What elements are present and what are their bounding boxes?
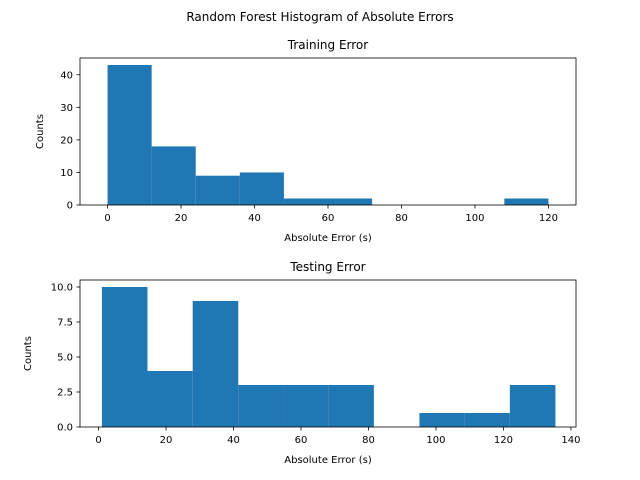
testing-x-tick-label: 100: [426, 435, 445, 446]
testing-x-tick-label: 20: [160, 435, 173, 446]
testing-histogram-bar-4: [283, 385, 329, 427]
testing-histogram-bar-5: [328, 385, 374, 427]
testing-histogram-bar-9: [509, 385, 556, 427]
training-subplot-title: Training Error: [287, 38, 368, 52]
training-x-tick-label: 60: [322, 213, 335, 224]
training-histogram-bar-4: [283, 198, 328, 205]
training-y-tick-label: 40: [60, 70, 73, 81]
testing-histogram-bar-2: [192, 301, 239, 427]
testing-histogram-bar-8: [464, 413, 510, 427]
training-histogram-bar-5: [328, 198, 373, 205]
testing-axes-frame: [79, 279, 577, 428]
testing-histogram-bar-3: [238, 385, 284, 427]
testing-y-tick-label: 10.0: [51, 283, 73, 294]
training-histogram-bar-0: [107, 65, 152, 205]
training-x-tick-label: 120: [539, 213, 558, 224]
figure-title: Random Forest Histogram of Absolute Erro…: [186, 10, 453, 24]
testing-x-tick-label: 120: [494, 435, 513, 446]
testing-x-tick-label: 60: [295, 435, 308, 446]
testing-histogram-bar-0: [101, 287, 148, 427]
training-x-tick-label: 80: [395, 213, 408, 224]
testing-x-tick-label: 80: [362, 435, 375, 446]
testing-y-tick-label: 2.5: [57, 388, 73, 399]
training-x-tick-label: 100: [465, 213, 484, 224]
training-x-tick-label: 0: [104, 213, 110, 224]
testing-error-subplot: 0 20 40 60 80 100 120 140 0.0 2.5 5.0 7.5 10.0 Testin…: [23, 260, 580, 466]
testing-x-tick-label: 140: [561, 435, 580, 446]
training-x-axis-label: Absolute Error (s): [284, 233, 372, 244]
training-histogram-bar-1: [151, 146, 196, 205]
training-y-axis-label: Counts: [35, 114, 46, 149]
testing-y-axis-label: Counts: [23, 336, 34, 371]
training-y-tick-label: 10: [60, 168, 73, 179]
testing-y-tick-label: 5.0: [57, 353, 73, 364]
testing-y-tick-label: 7.5: [57, 318, 73, 329]
training-y-tick-label: 30: [60, 103, 73, 114]
testing-x-tick-label: 40: [227, 435, 240, 446]
testing-histogram-bar-1: [147, 371, 193, 427]
training-y-tick-label: 20: [60, 135, 73, 146]
training-histogram-bar-9: [504, 198, 549, 205]
training-y-tick-label: 0: [67, 201, 73, 212]
training-error-subplot: 0 20 40 60 80 100 120 0 10 20 30 40 Training Error Ab…: [35, 38, 577, 244]
testing-y-tick-label: 0.0: [57, 423, 73, 434]
training-histogram-bar-2: [195, 175, 240, 205]
training-histogram-bar-3: [239, 172, 284, 205]
training-x-tick-label: 40: [248, 213, 261, 224]
testing-x-tick-label: 0: [95, 435, 101, 446]
testing-histogram-bar-7: [419, 413, 465, 427]
testing-subplot-title: Testing Error: [289, 260, 365, 274]
training-x-tick-label: 20: [175, 213, 188, 224]
testing-x-axis-label: Absolute Error (s): [284, 455, 372, 466]
